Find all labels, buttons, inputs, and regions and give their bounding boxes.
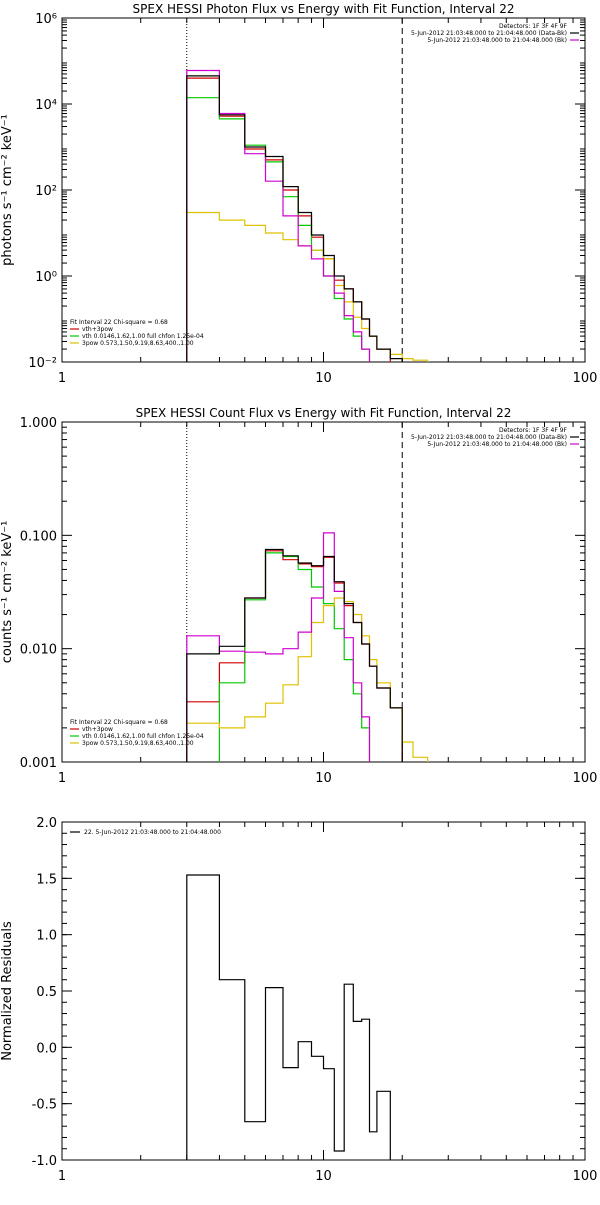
y-tick-label: 0.0 [36, 1041, 57, 1056]
fit-legend-3pow: 3pow 0.573,1.50,9.19,8.63,400.,1.00 [82, 740, 194, 747]
series-3pow [186, 597, 429, 762]
legend-bk-line: 5-Jun-2012 21:03:48.000 to 21:04:48.000 … [427, 37, 567, 44]
y-tick-label: 0.001 [20, 756, 57, 771]
x-tick-label: 1 [58, 371, 66, 386]
fit-legend-vth-3pow: vth+3pow [82, 326, 113, 333]
x-tick-label: 100 [573, 371, 598, 386]
fit-info-title: Fit Interval 22 Chi-square = 0.68 [70, 719, 168, 726]
series-total-fit [186, 75, 403, 362]
chart-title: SPEX HESSI Photon Flux vs Energy with Fi… [133, 2, 515, 16]
series-data [186, 532, 371, 762]
fit-legend-vth: vth 0.0146,1.62,1.00 full chfon 1.25e-04 [82, 733, 204, 740]
x-tick-label: 10 [315, 1169, 332, 1184]
series-vth [218, 552, 371, 762]
fit-legend-3pow: 3pow 0.573,1.50,9.19,8.63,400.,1.00 [82, 340, 194, 347]
series-22-5-jun-2012-21-03-48-000-to-21-04-48-000 [186, 874, 391, 1160]
series-data [186, 69, 371, 362]
y-tick-label: 0.5 [36, 985, 57, 1000]
y-tick-label: 10⁴ [35, 98, 57, 113]
fit-info-title: Fit Interval 22 Chi-square = 0.68 [70, 319, 168, 326]
y-axis-label: Normalized Residuals [0, 921, 15, 1061]
fit-legend-vth-3pow: vth+3pow [82, 726, 113, 733]
y-axis-label: photons s⁻¹ cm⁻² keV⁻¹ [0, 114, 15, 266]
y-tick-label: -1.0 [32, 1154, 57, 1169]
x-tick-label: 10 [315, 371, 332, 386]
series-3pow [186, 211, 429, 362]
y-tick-label: 0.100 [20, 529, 57, 544]
series-vth-3pow [186, 77, 391, 362]
series-vth [186, 97, 371, 362]
residual-legend: 22. 5-Jun-2012 21:03:48.000 to 21:04:48.… [84, 829, 221, 836]
y-tick-label: 1.000 [20, 416, 57, 431]
x-tick-label: 1 [58, 771, 66, 786]
chart-panel-1: SPEX HESSI Photon Flux vs Energy with Fi… [0, 2, 597, 386]
legend-bk-line: 5-Jun-2012 21:03:48.000 to 21:04:48.000 … [427, 441, 567, 448]
y-tick-label: 1.0 [36, 929, 57, 944]
series-total-fit [186, 548, 403, 762]
legend-data-line: 5-Jun-2012 21:03:48.000 to 21:04:48.000 … [411, 434, 567, 441]
y-tick-label: 10² [35, 184, 57, 199]
chart-title: SPEX HESSI Count Flux vs Energy with Fit… [136, 406, 512, 420]
legend-detectors: Detectors: 1F 3F 4F 9F [499, 427, 568, 434]
y-tick-label: 0.010 [20, 643, 57, 658]
y-tick-label: -0.5 [32, 1098, 57, 1113]
x-tick-label: 100 [573, 1169, 598, 1184]
x-tick-label: 100 [573, 771, 598, 786]
legend-data-line: 5-Jun-2012 21:03:48.000 to 21:04:48.000 … [411, 30, 567, 37]
x-tick-label: 10 [315, 771, 332, 786]
legend-detectors: Detectors: 1F 3F 4F 9F [499, 23, 568, 30]
y-axis-label: counts s⁻¹ cm⁻² keV⁻¹ [0, 521, 15, 664]
plot-frame [61, 17, 586, 363]
fit-legend-vth: vth 0.0146,1.62,1.00 full chfon 1.25e-04 [82, 333, 204, 340]
y-tick-label: 10⁻² [28, 356, 57, 371]
chart-panel-3: 1 10 100 -1.0 -0.5 0.0 0.5 1.0 1.5 2.0 Normalized … [0, 816, 597, 1184]
y-tick-label: 10⁶ [35, 12, 57, 27]
y-tick-label: 10⁰ [35, 270, 57, 285]
plot-frame [61, 821, 586, 1161]
x-tick-label: 1 [58, 1169, 66, 1184]
y-tick-label: 1.5 [36, 872, 57, 887]
y-tick-label: 2.0 [36, 816, 57, 831]
chart-panel-2: SPEX HESSI Count Flux vs Energy with Fit… [0, 406, 597, 786]
